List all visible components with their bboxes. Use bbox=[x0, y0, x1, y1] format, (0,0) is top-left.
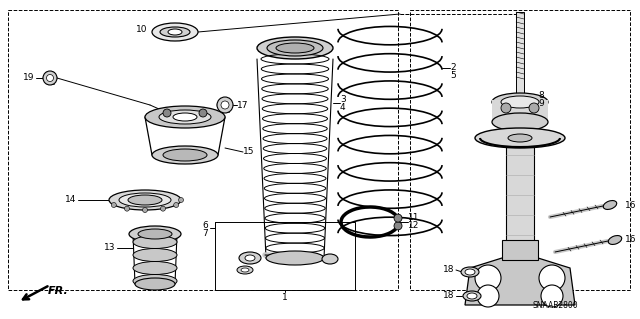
Ellipse shape bbox=[133, 249, 177, 262]
Ellipse shape bbox=[604, 201, 617, 210]
Ellipse shape bbox=[245, 255, 255, 261]
Ellipse shape bbox=[133, 262, 177, 275]
Ellipse shape bbox=[163, 149, 207, 161]
Circle shape bbox=[477, 285, 499, 307]
Bar bbox=[410, 10, 630, 290]
Circle shape bbox=[539, 265, 565, 291]
Text: 14: 14 bbox=[65, 196, 76, 204]
Ellipse shape bbox=[128, 195, 162, 205]
Ellipse shape bbox=[508, 134, 532, 142]
Ellipse shape bbox=[119, 193, 171, 207]
Text: 2: 2 bbox=[450, 63, 456, 72]
Circle shape bbox=[111, 203, 116, 207]
Bar bbox=[8, 10, 398, 290]
Text: 10: 10 bbox=[136, 25, 147, 33]
Ellipse shape bbox=[465, 269, 475, 275]
Text: 9: 9 bbox=[538, 99, 544, 108]
Text: 4: 4 bbox=[340, 103, 346, 113]
Text: 5: 5 bbox=[450, 71, 456, 80]
Ellipse shape bbox=[138, 229, 172, 239]
Ellipse shape bbox=[133, 275, 177, 287]
Ellipse shape bbox=[276, 43, 314, 53]
Ellipse shape bbox=[160, 27, 190, 37]
Circle shape bbox=[501, 103, 511, 113]
Circle shape bbox=[394, 222, 402, 230]
Ellipse shape bbox=[109, 190, 181, 210]
Ellipse shape bbox=[145, 106, 225, 128]
Bar bbox=[215, 222, 355, 290]
Text: 16: 16 bbox=[625, 201, 637, 210]
Ellipse shape bbox=[267, 40, 323, 56]
Circle shape bbox=[163, 109, 171, 117]
Circle shape bbox=[47, 75, 54, 81]
Circle shape bbox=[143, 207, 147, 212]
Text: 1: 1 bbox=[282, 293, 288, 301]
Ellipse shape bbox=[467, 293, 477, 299]
Ellipse shape bbox=[461, 267, 479, 277]
Circle shape bbox=[179, 197, 184, 203]
Ellipse shape bbox=[152, 146, 218, 164]
Text: 8: 8 bbox=[538, 91, 544, 100]
Ellipse shape bbox=[257, 37, 333, 59]
Text: 11: 11 bbox=[408, 213, 419, 222]
Ellipse shape bbox=[129, 226, 181, 242]
Circle shape bbox=[199, 109, 207, 117]
Text: 16: 16 bbox=[625, 235, 637, 244]
Ellipse shape bbox=[492, 93, 548, 111]
Ellipse shape bbox=[168, 29, 182, 35]
Circle shape bbox=[173, 203, 179, 207]
Circle shape bbox=[161, 206, 166, 211]
Ellipse shape bbox=[241, 268, 249, 272]
Ellipse shape bbox=[159, 110, 211, 124]
Text: FR.: FR. bbox=[48, 286, 68, 296]
Text: 7: 7 bbox=[202, 228, 208, 238]
Ellipse shape bbox=[475, 128, 565, 148]
Bar bbox=[492, 100, 548, 122]
Text: 19: 19 bbox=[22, 73, 34, 83]
Text: 13: 13 bbox=[104, 243, 115, 253]
Circle shape bbox=[43, 71, 57, 85]
Ellipse shape bbox=[463, 291, 481, 301]
Circle shape bbox=[529, 103, 539, 113]
Circle shape bbox=[217, 97, 233, 113]
Bar bbox=[506, 138, 534, 258]
Ellipse shape bbox=[237, 266, 253, 274]
Ellipse shape bbox=[152, 23, 198, 41]
Bar bbox=[516, 12, 524, 100]
Ellipse shape bbox=[135, 278, 175, 290]
Text: 18: 18 bbox=[442, 292, 454, 300]
Text: 17: 17 bbox=[237, 100, 248, 109]
Text: 3: 3 bbox=[340, 95, 346, 105]
Circle shape bbox=[394, 214, 402, 222]
Ellipse shape bbox=[266, 251, 324, 265]
Circle shape bbox=[541, 285, 563, 307]
Circle shape bbox=[475, 265, 501, 291]
Ellipse shape bbox=[501, 96, 539, 108]
Bar bbox=[502, 240, 538, 260]
Text: 6: 6 bbox=[202, 220, 208, 229]
Text: 18: 18 bbox=[442, 265, 454, 275]
Circle shape bbox=[221, 101, 229, 109]
Text: SNAAB2800: SNAAB2800 bbox=[532, 300, 578, 309]
Ellipse shape bbox=[133, 235, 177, 249]
Ellipse shape bbox=[608, 235, 621, 244]
Text: 12: 12 bbox=[408, 221, 419, 231]
Ellipse shape bbox=[322, 254, 338, 264]
Polygon shape bbox=[465, 258, 575, 305]
Text: 15: 15 bbox=[243, 147, 255, 157]
Circle shape bbox=[125, 206, 129, 211]
Ellipse shape bbox=[492, 113, 548, 131]
Ellipse shape bbox=[173, 113, 197, 121]
Ellipse shape bbox=[239, 252, 261, 264]
